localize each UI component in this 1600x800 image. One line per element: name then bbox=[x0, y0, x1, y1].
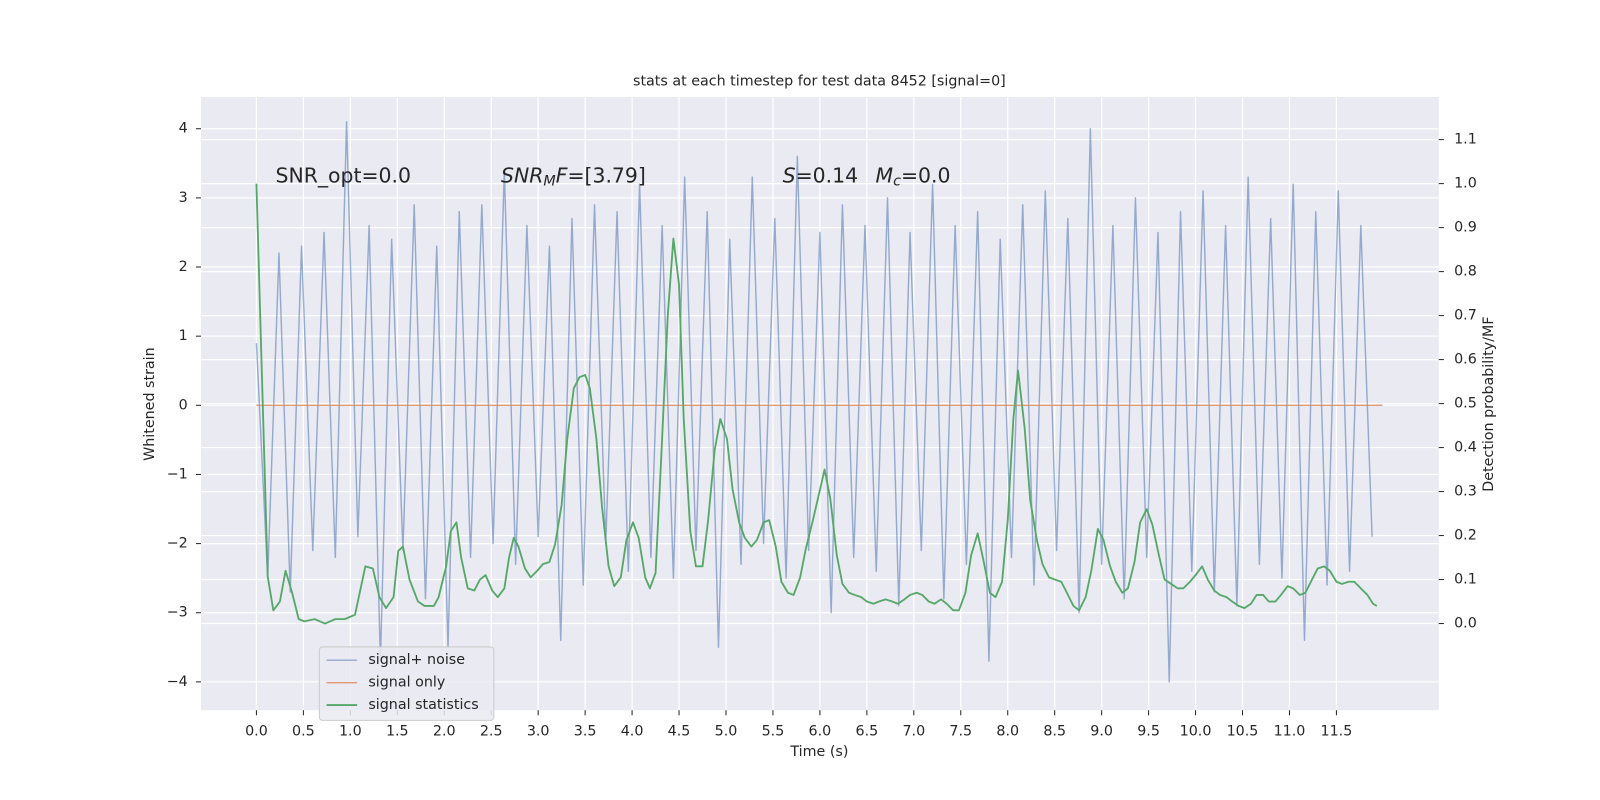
y2-tick-label: 1.0 bbox=[1454, 176, 1477, 192]
x-tick-label: 5.0 bbox=[715, 724, 738, 740]
x-axis-label: Time (s) bbox=[789, 744, 848, 760]
x-tick-label: 3.0 bbox=[527, 724, 550, 740]
y-tick-label: 0 bbox=[179, 397, 188, 413]
y-axis-label: Whitened strain bbox=[142, 347, 158, 461]
x-tick-label: 7.5 bbox=[949, 724, 972, 740]
y-tick-label: 3 bbox=[179, 190, 188, 206]
chart-title: stats at each timestep for test data 845… bbox=[633, 74, 1006, 90]
annotation-part: SNR_opt=0.0 bbox=[276, 164, 412, 189]
x-tick-label: 11.5 bbox=[1321, 724, 1353, 740]
y2-tick-label: 0.9 bbox=[1454, 220, 1477, 236]
legend: signal+ noise signal only signal statistic… bbox=[318, 646, 495, 721]
y-tick-label: 4 bbox=[179, 121, 188, 137]
series-line bbox=[255, 121, 1373, 683]
x-tick-label: 4.0 bbox=[621, 724, 644, 740]
y-tick-label: −2 bbox=[167, 536, 188, 552]
x-tick-label: 7.0 bbox=[902, 724, 925, 740]
y2-tick-label: 0.1 bbox=[1454, 572, 1477, 588]
annotation-part: c bbox=[893, 174, 901, 190]
legend-box bbox=[318, 646, 495, 721]
series-line bbox=[255, 183, 1378, 625]
y-tick-label: 1 bbox=[179, 328, 188, 344]
x-tick-label: 10.0 bbox=[1180, 724, 1212, 740]
x-tick-label: 3.5 bbox=[574, 724, 597, 740]
annotation-part: =0.0 bbox=[901, 164, 951, 188]
y2-tick-label: 0.5 bbox=[1454, 396, 1477, 412]
x-tick-label: 2.0 bbox=[433, 724, 456, 740]
annotation-part: M bbox=[876, 164, 894, 188]
x-tick-label: 8.0 bbox=[996, 724, 1019, 740]
x-tick-label: 8.5 bbox=[1043, 724, 1066, 740]
y2-tick-label: 0.0 bbox=[1454, 616, 1477, 632]
y2-tick-label: 0.7 bbox=[1454, 308, 1477, 324]
x-tick-label: 10.5 bbox=[1227, 724, 1259, 740]
y-tick-label: −1 bbox=[167, 466, 188, 482]
legend-label: signal statistics bbox=[368, 697, 478, 713]
x-tick-label: 9.5 bbox=[1137, 724, 1160, 740]
x-tick-label: 0.5 bbox=[292, 724, 315, 740]
y2-axis-label: Detection probability/MF bbox=[1481, 316, 1497, 491]
x-tick-label: 9.0 bbox=[1090, 724, 1113, 740]
annotation: SNR_opt=0.0 bbox=[276, 164, 412, 189]
x-tick-label: 4.5 bbox=[668, 724, 691, 740]
x-tick-label: 1.5 bbox=[386, 724, 409, 740]
marks bbox=[255, 121, 1383, 683]
annotation: SNRMF=[3.79] bbox=[501, 164, 646, 190]
y-tick-label: −4 bbox=[167, 674, 188, 690]
grid bbox=[195, 96, 1444, 716]
y2-tick-label: 0.6 bbox=[1454, 352, 1477, 368]
y-tick-label: 2 bbox=[179, 259, 188, 275]
y2-tick-label: 0.2 bbox=[1454, 528, 1477, 544]
legend-label: signal only bbox=[368, 675, 445, 691]
annotation-part: =[3.79] bbox=[567, 164, 645, 188]
y2-tick-label: 0.4 bbox=[1454, 440, 1477, 456]
annotation-part: M bbox=[543, 174, 555, 190]
y2-tick-label: 1.1 bbox=[1454, 132, 1477, 148]
x-tick-label: 6.0 bbox=[809, 724, 832, 740]
annotation: Mc=0.0 bbox=[876, 164, 951, 190]
x-tick-label: 11.0 bbox=[1274, 724, 1306, 740]
x-tick-label: 6.5 bbox=[856, 724, 879, 740]
x-tick-label: 1.0 bbox=[339, 724, 362, 740]
annotation-part: =0.14 bbox=[796, 164, 859, 188]
annotation-part: S bbox=[783, 164, 796, 188]
y2-tick-label: 0.3 bbox=[1454, 484, 1477, 500]
annotation: S=0.14 bbox=[783, 164, 858, 188]
y2-tick-label: 0.8 bbox=[1454, 264, 1477, 280]
annotation-part: F bbox=[556, 164, 568, 188]
annotation-part: SNR bbox=[501, 164, 543, 188]
y-tick-label: −3 bbox=[167, 605, 188, 621]
legend-label: signal+ noise bbox=[368, 652, 465, 668]
x-tick-label: 5.5 bbox=[762, 724, 785, 740]
x-tick-label: 2.5 bbox=[480, 724, 503, 740]
x-tick-label: 0.0 bbox=[245, 724, 268, 740]
